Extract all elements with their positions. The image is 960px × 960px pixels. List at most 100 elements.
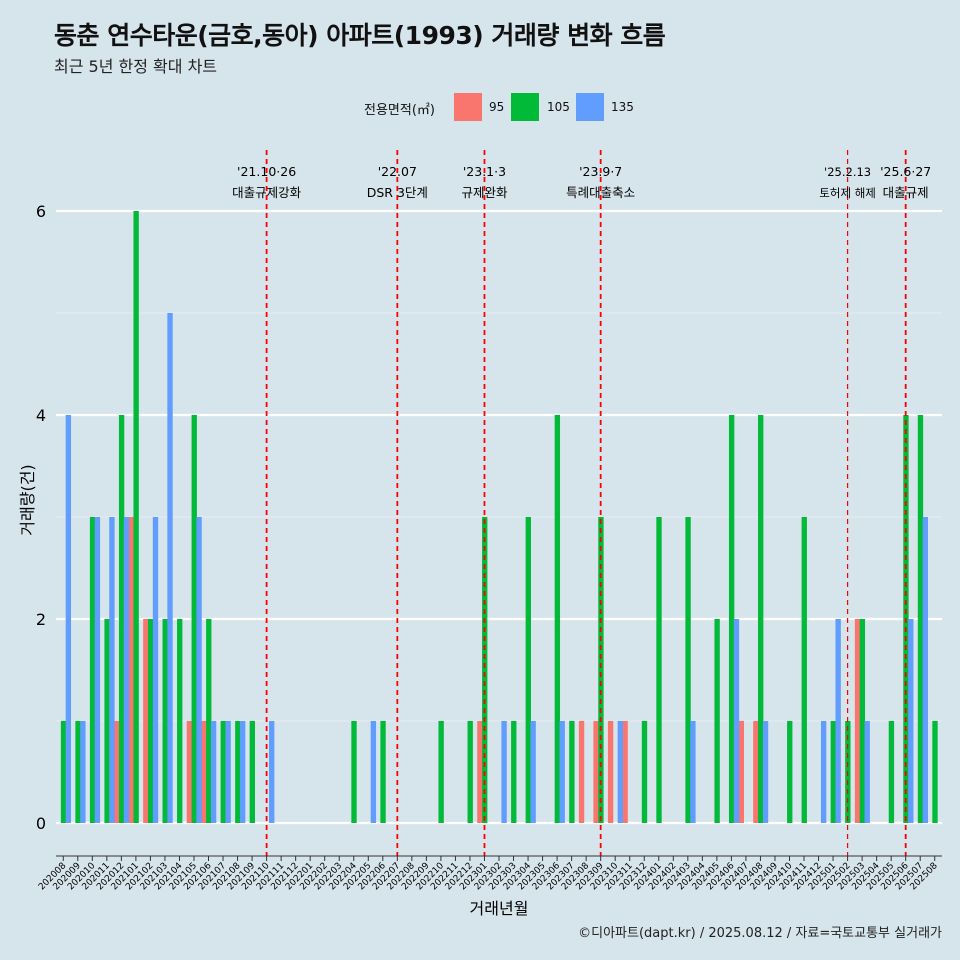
bar-105-202101: [133, 211, 139, 823]
bar-95-202503: [854, 619, 861, 823]
bar-95-202308: [578, 721, 585, 823]
footer-credit: ©디아파트(dapt.kr) / 2025.08.12 / 자료=국토교통부 실…: [578, 926, 942, 941]
bar-135-202501: [835, 619, 841, 823]
bar-95-202309: [593, 721, 599, 823]
bar-95-202102: [143, 619, 149, 823]
bar-105-202505: [888, 721, 895, 823]
bar-105-202306: [554, 415, 561, 823]
bar-135-202008: [65, 415, 72, 823]
bar-105-202009: [75, 721, 81, 823]
bar-135-202103: [167, 313, 173, 823]
bar-105-202408: [758, 415, 764, 823]
bar-105-202411: [801, 517, 807, 823]
legend-label-135: 135: [611, 100, 634, 114]
event-date-202502: '25.2.13: [824, 165, 871, 179]
bar-105-202304: [525, 517, 531, 823]
bar-105-202011: [104, 619, 110, 823]
bar-135-202102: [152, 517, 159, 823]
event-date-202301: '23.1·3: [463, 164, 506, 179]
bar-95-202301: [477, 721, 483, 823]
event-label-202110: 대출규제강화: [232, 185, 302, 200]
legend-label-105: 105: [547, 100, 570, 114]
bar-105-202107: [220, 721, 226, 823]
chart-title: 동춘 연수타운(금호,동아) 아파트(1993) 거래량 변화 흐름: [54, 21, 666, 50]
legend-title: 전용면적(㎡): [364, 103, 435, 118]
bar-135-202406: [733, 619, 740, 823]
bar-105-202303: [511, 721, 517, 823]
bar-105-202309: [598, 517, 604, 823]
chart-subtitle: 최근 5년 한정 확대 차트: [54, 57, 218, 76]
event-date-202110: '21.10·26: [237, 164, 296, 179]
bar-95-202407: [738, 721, 744, 823]
bar-105-202012: [118, 415, 125, 823]
event-label-202506: 대출규제: [883, 185, 929, 200]
bar-135-202408: [762, 721, 769, 823]
bar-105-202307: [569, 721, 575, 823]
bar-135-202412: [820, 721, 827, 823]
bar-135-202011: [109, 517, 115, 823]
bar-95-202310: [607, 721, 614, 823]
bar-95-202105: [186, 721, 193, 823]
bar-105-202105: [191, 415, 197, 823]
y-tick-label: 4: [36, 406, 46, 425]
legend: 전용면적(㎡) 95 105 135: [0, 92, 960, 122]
x-axis-title: 거래년월: [470, 899, 529, 918]
event-date-202207: '22.07: [378, 164, 417, 179]
bar-95-202311: [622, 721, 628, 823]
event-label-202502: 토허제 해제: [819, 186, 876, 200]
bar-105-202410: [787, 721, 793, 823]
bar-135-202107: [225, 721, 231, 823]
legend-swatch-135: [576, 93, 604, 121]
bar-95-202012: [114, 721, 120, 823]
event-label-202301: 규제완화: [461, 185, 508, 200]
bar-135-202507: [922, 517, 928, 823]
event-date-202309: '23.9·7: [579, 164, 622, 179]
bar-135-202110: [269, 721, 275, 823]
bar-105-202501: [830, 721, 836, 823]
y-axis-title: 거래량(건): [18, 464, 37, 535]
bar-105-202106: [206, 619, 212, 823]
bar-105-202401: [656, 517, 662, 823]
bar-135-202403: [690, 721, 696, 823]
bar-135-202009: [80, 721, 86, 823]
bar-135-202304: [530, 721, 536, 823]
bar-105-202102: [147, 619, 154, 823]
y-tick-label: 6: [36, 202, 46, 221]
bar-105-202503: [859, 619, 866, 823]
bar-105-202010: [89, 517, 96, 823]
bar-135-202108: [239, 721, 246, 823]
bar-105-202204: [351, 721, 357, 823]
bar-135-202106: [210, 721, 217, 823]
event-label-202207: DSR 3단계: [367, 185, 428, 200]
bar-135-202205: [370, 721, 377, 823]
bar-105-202312: [641, 721, 648, 823]
bar-105-202301: [482, 517, 488, 823]
bar-105-202403: [685, 517, 691, 823]
legend-swatch-105: [511, 93, 539, 121]
bar-95-202408: [753, 721, 759, 823]
bar-105-202405: [714, 619, 720, 823]
bar-105-202210: [438, 721, 444, 823]
bar-135-202105: [196, 517, 202, 823]
bar-105-202406: [728, 415, 735, 823]
bar-105-202507: [917, 415, 924, 823]
bar-95-202101: [128, 517, 134, 823]
bar-105-202103: [162, 619, 168, 823]
bar-135-202506: [908, 619, 914, 823]
bar-105-202008: [60, 721, 67, 823]
bar-105-202104: [177, 619, 183, 823]
bar-135-202503: [864, 721, 870, 823]
y-tick-label: 0: [36, 814, 46, 833]
bar-95-202106: [201, 721, 207, 823]
legend-label-95: 95: [489, 100, 505, 114]
bar-135-202306: [559, 721, 565, 823]
bar-135-202310: [617, 721, 623, 823]
bar-135-202010: [94, 517, 101, 823]
bar-105-202108: [235, 721, 241, 823]
bar-135-202302: [501, 721, 507, 823]
event-label-202309: 특례대출축소: [566, 185, 635, 200]
bar-105-202206: [380, 721, 386, 823]
legend-swatch-95: [454, 93, 482, 121]
bar-105-202212: [467, 721, 473, 823]
